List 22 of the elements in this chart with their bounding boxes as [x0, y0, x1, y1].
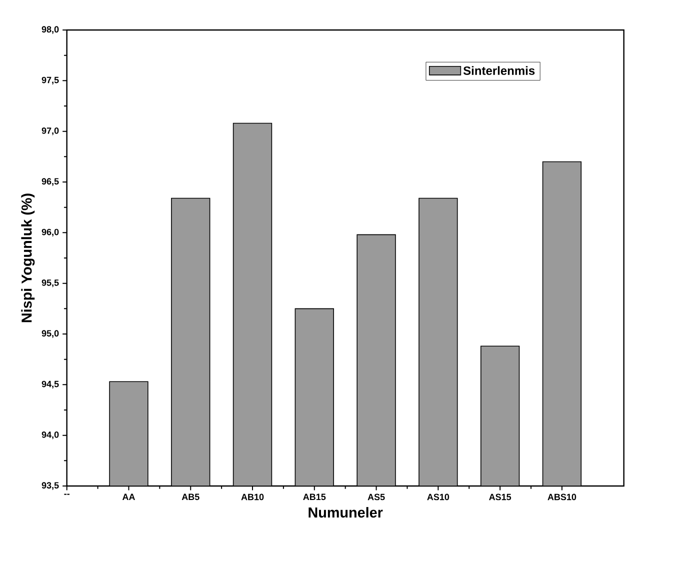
y-tick-label: 95,0 [42, 330, 59, 338]
x-tick-label: AS10 [427, 494, 450, 500]
y-axis-title: Nispi Yogunluk (%) [21, 194, 35, 322]
x-tick-label: -- [64, 494, 70, 495]
y-tick-label: 95,5 [42, 279, 59, 288]
x-axis-title: Numuneler [308, 507, 383, 518]
legend-label: Sinterlenmis [463, 66, 535, 75]
y-tick-label: 96,0 [42, 228, 59, 237]
y-tick-label: 94,5 [42, 380, 59, 389]
y-tick-label: 97,0 [42, 127, 59, 136]
x-tick-label: AS5 [368, 494, 385, 500]
x-tick-label: AB5 [182, 494, 200, 500]
y-tick-label: 96,5 [42, 178, 59, 186]
y-tick-label: 97,5 [42, 76, 59, 85]
x-tick-label: AB15 [303, 494, 326, 500]
x-tick-label: AB10 [241, 494, 264, 500]
y-tick-label: 94,0 [42, 431, 59, 440]
x-tick-label: ABS10 [548, 494, 576, 500]
x-tick-label: AA [122, 494, 135, 500]
y-tick-label: 98,0 [42, 26, 59, 34]
x-tick-label: AS15 [489, 494, 512, 500]
y-tick-label: 93,5 [42, 482, 59, 490]
